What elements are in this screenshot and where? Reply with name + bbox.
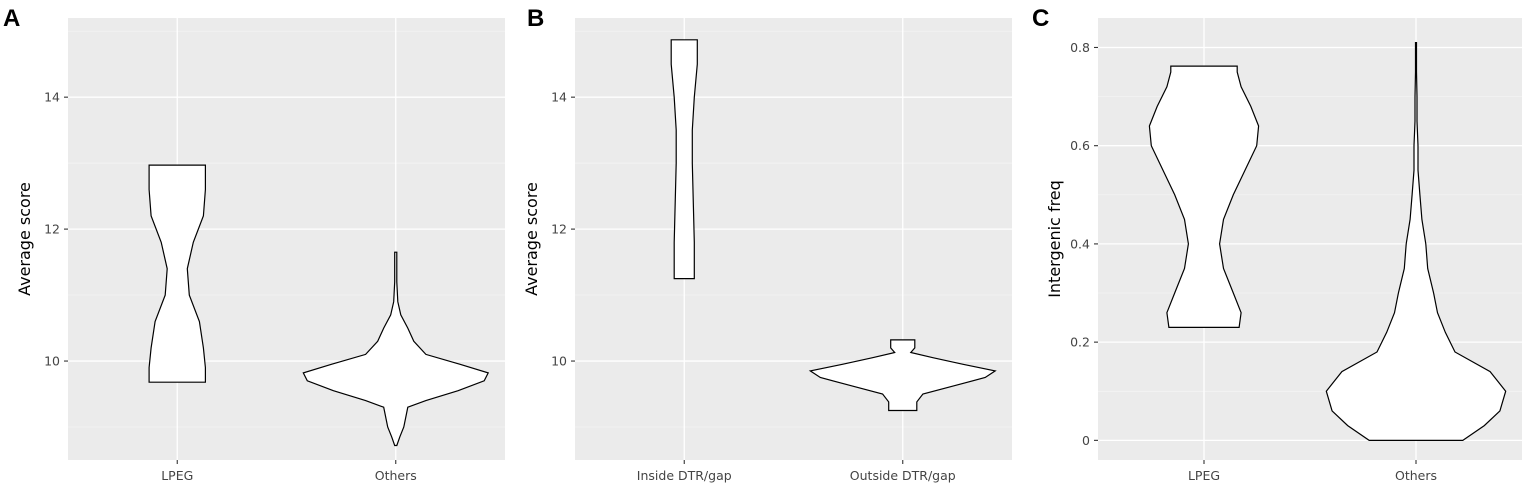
x-tick-label: LPEG [1188,468,1220,483]
y-tick-label: 14 [44,90,60,105]
x-tick-label: Inside DTR/gap [637,468,732,483]
y-tick-label: 0 [1082,433,1090,448]
violin-lpeg [148,164,206,383]
panel-a: 10 12 14 LPEG Others Average score A [3,5,505,483]
panel-letter: B [527,5,544,32]
y-tick-label: 14 [551,90,567,105]
panel-c: 0 0.2 0.4 0.6 0.8 LPEG Others Intergenic freq C [1032,5,1522,483]
y-tick-label: 10 [551,354,567,369]
y-axis-title: Intergenic freq [1045,180,1064,298]
y-axis-title: Average score [15,182,34,296]
panel-b: 10 12 14 Inside DTR/gap Outside DTR/gap Avera… [522,5,1012,483]
y-tick-label: 10 [44,354,60,369]
panel-letter: C [1032,5,1049,32]
x-tick-label: Others [1395,468,1437,483]
violin-others [1325,42,1507,441]
y-axis-title: Average score [522,182,541,296]
y-tick-label: 0.8 [1070,40,1090,55]
violin-outside-dtr-gap [808,339,997,412]
y-tick-label: 12 [44,222,60,237]
violin-inside-dtr-gap [670,39,698,280]
y-tick-label: 12 [551,222,567,237]
x-tick-label: Others [375,468,417,483]
plot-background [575,18,1012,460]
panel-letter: A [3,5,20,32]
x-tick-label: LPEG [161,468,193,483]
x-tick-label: Outside DTR/gap [850,468,956,483]
y-tick-label: 0.6 [1070,138,1090,153]
violin-lpeg [1148,65,1260,328]
y-tick-label: 0.4 [1070,236,1090,251]
y-tick-label: 0.2 [1070,335,1090,350]
violin-others [302,251,490,447]
